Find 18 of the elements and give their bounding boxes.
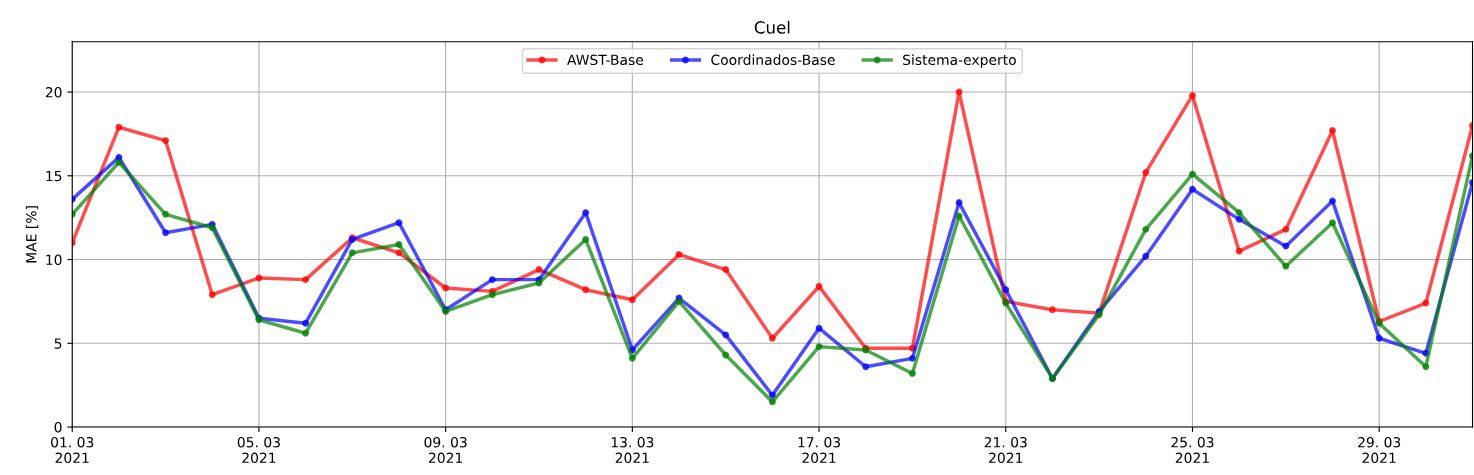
x-tick-label: 05. 03 2021 (237, 436, 280, 464)
x-tick-label: 21. 03 2021 (984, 436, 1027, 464)
y-tick-label: 15 (46, 170, 62, 182)
x-tick-label: 25. 03 2021 (1171, 436, 1214, 464)
x-tick-label: 29. 03 2021 (1358, 436, 1401, 464)
y-tick-label: 10 (46, 254, 62, 266)
x-tick-label: 09. 03 2021 (424, 436, 467, 464)
y-tick-label: 0 (54, 421, 62, 433)
legend-label: Coordinados-Base (711, 54, 835, 66)
y-tick-label: 5 (54, 338, 62, 349)
y-tick-label: 20 (45, 87, 62, 98)
chart-title: Cuel (754, 20, 790, 34)
y-axis-title: MAE [%] (25, 206, 39, 263)
legend-label: AWST-Base (567, 54, 644, 66)
x-tick-label: 01. 03 2021 (51, 436, 94, 464)
x-tick-label: 13. 03 2021 (611, 436, 654, 464)
legend-label: Sistema-experto (903, 54, 1016, 68)
x-tick-label: 17. 03 2021 (798, 436, 841, 464)
